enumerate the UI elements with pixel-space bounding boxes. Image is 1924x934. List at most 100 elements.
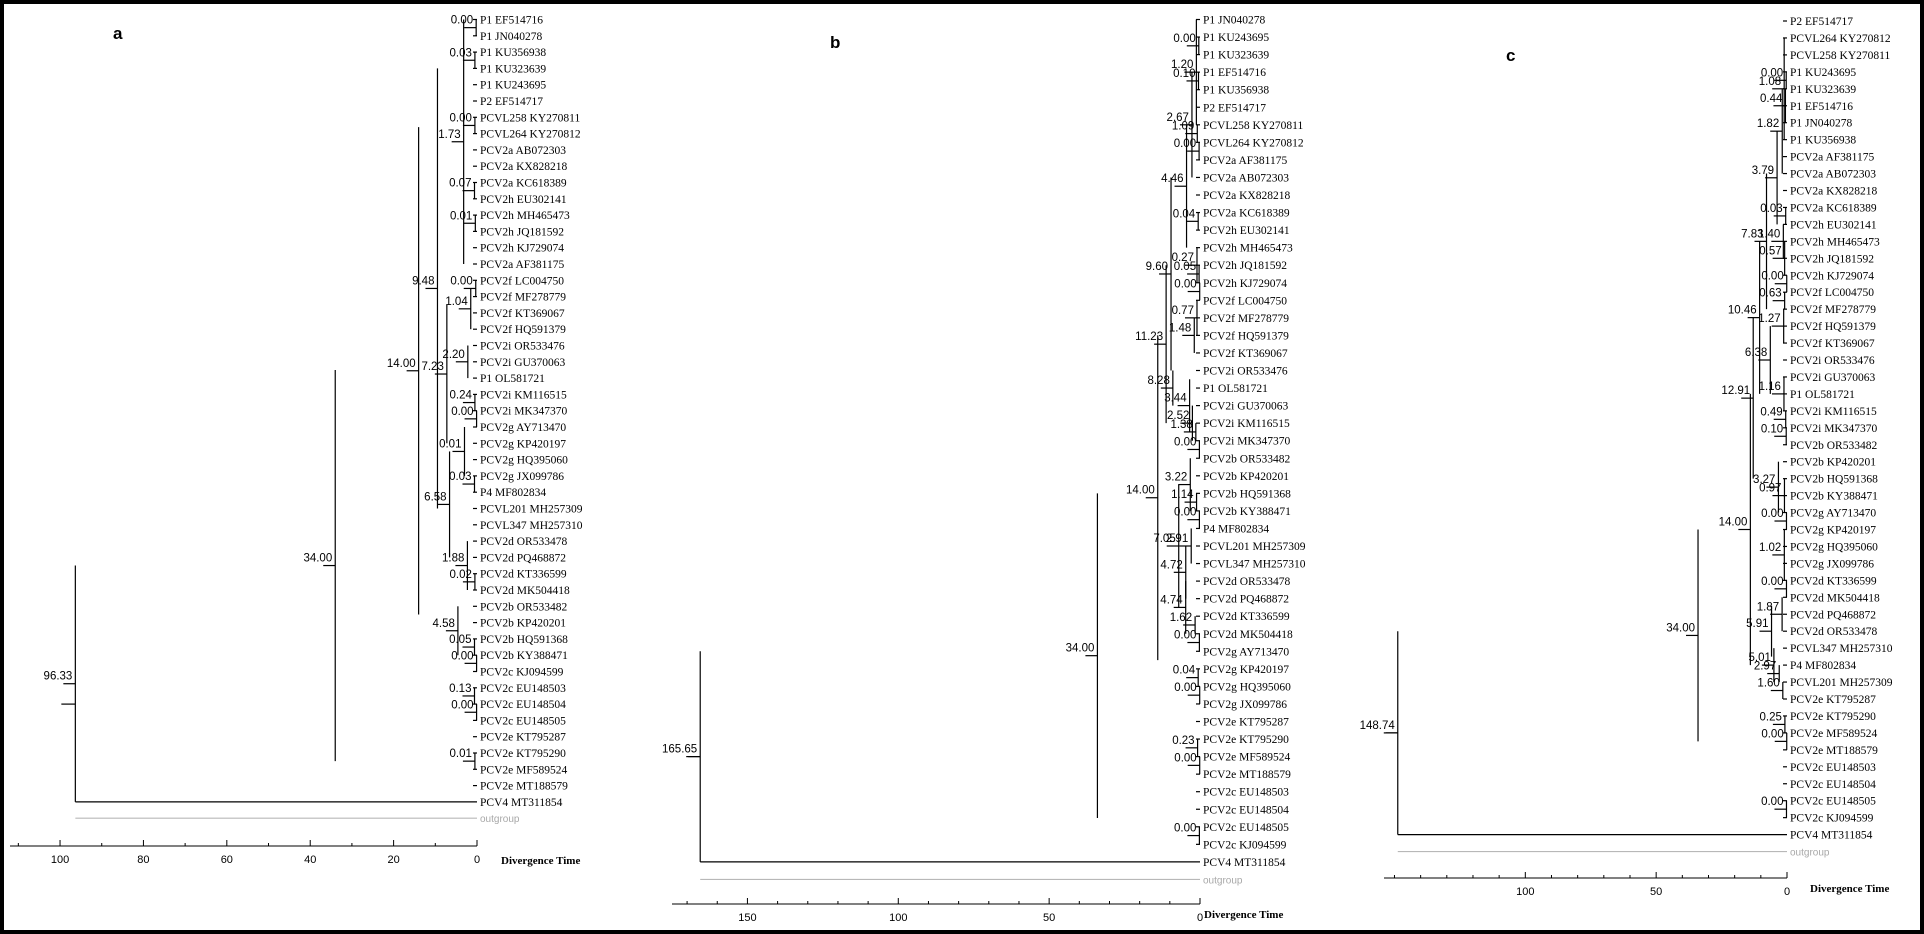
axis-tick-label: 60 bbox=[221, 854, 233, 866]
leaf-label: P1 KU356938 bbox=[1203, 85, 1269, 97]
leaf-label: PCV2h KJ729074 bbox=[480, 243, 564, 255]
axis-tick-label: 100 bbox=[889, 912, 907, 924]
leaf-label: PCV2e KT795287 bbox=[1790, 694, 1876, 706]
node-age-label: 0.00 bbox=[1173, 33, 1195, 45]
leaf-label: PCV2c EU148505 bbox=[1203, 822, 1289, 834]
leaf-label: P1 JN040278 bbox=[1203, 15, 1266, 27]
node-age-label: 4.72 bbox=[1160, 559, 1182, 571]
leaf-label: PCV2i OR533476 bbox=[1203, 366, 1288, 378]
node-age-label: 0.00 bbox=[450, 112, 472, 124]
panel-a-label: a bbox=[113, 24, 123, 43]
leaf-label: PCV2f KT369067 bbox=[1203, 348, 1288, 360]
leaf-label: PCV4 MT311854 bbox=[480, 797, 563, 809]
leaf-label: PCV2b KY388471 bbox=[1203, 506, 1291, 518]
node-age-label: 0.00 bbox=[1174, 138, 1196, 150]
node-age-label: 0.77 bbox=[1172, 305, 1194, 317]
node-age-label: 148.74 bbox=[1360, 720, 1396, 732]
leaf-label: PCV2g JX099786 bbox=[1203, 699, 1287, 711]
leaf-label: PCVL347 MH257310 bbox=[1790, 643, 1893, 655]
node-age-label: 0.10 bbox=[1761, 423, 1783, 435]
leaf-label: PCV2h MH465473 bbox=[1203, 243, 1293, 255]
leaf-label: PCV2c EU148503 bbox=[1790, 762, 1876, 774]
leaf-label: PCV2e MT188579 bbox=[1203, 769, 1291, 781]
leaf-label: P4 MF802834 bbox=[1790, 660, 1856, 672]
leaf-label: PCV2i KM116515 bbox=[1203, 418, 1290, 430]
panel-a-tree: 0.00 0.03 0.00 1.73 0.07 0.01 9.48 0.00 1.04 7.23… bbox=[10, 15, 583, 866]
leaf-label: PCVL347 MH257310 bbox=[1203, 559, 1306, 571]
leaf-label: PCV2g JX099786 bbox=[480, 471, 564, 483]
leaf-label: PCV2e KT795287 bbox=[1203, 717, 1289, 729]
node-age-label: 0.13 bbox=[449, 683, 471, 695]
leaf-label: PCV2a AF381175 bbox=[480, 259, 564, 271]
node-age-label: 1.02 bbox=[1759, 542, 1781, 554]
leaf-label: PCV2e KT795290 bbox=[1790, 711, 1876, 723]
node-age-label: 1.14 bbox=[1171, 489, 1194, 501]
node-age-label: 6.38 bbox=[1745, 347, 1767, 359]
node-age-label: 0.23 bbox=[1172, 735, 1194, 747]
axis-tick-label: 20 bbox=[387, 854, 399, 866]
leaf-label: PCV2e MF589524 bbox=[480, 764, 567, 776]
leaf-label: PCV2h KJ729074 bbox=[1790, 270, 1874, 282]
leaf-label: PCV2c EU148503 bbox=[480, 683, 566, 695]
node-age-label: 0.24 bbox=[450, 390, 473, 402]
leaf-label: PCV2h JQ181592 bbox=[480, 226, 564, 238]
leaf-label: PCV2g HQ395060 bbox=[1203, 681, 1291, 693]
leaf-label: P1 KU323639 bbox=[1203, 50, 1269, 62]
panel-b-label: b bbox=[830, 33, 840, 52]
leaf-label: PCV2c EU148504 bbox=[1790, 779, 1876, 791]
node-age-label: 0.04 bbox=[1173, 665, 1196, 677]
node-age-label: 3.79 bbox=[1752, 165, 1774, 177]
leaf-label: PCV2b KY388471 bbox=[480, 650, 568, 662]
node-age-label: 2.52 bbox=[1167, 410, 1189, 422]
axis-tick-label: 50 bbox=[1043, 912, 1055, 924]
axis-tick-label: 0 bbox=[1784, 886, 1790, 898]
axis-tick-label: 0 bbox=[1197, 912, 1203, 924]
node-age-label: 1.38 bbox=[1170, 419, 1192, 431]
panel-b: b 0.000.101.201.090.002.674.460.049.600.… bbox=[662, 15, 1306, 925]
node-age-label: 0.03 bbox=[449, 471, 471, 483]
leaf-label: P1 OL581721 bbox=[480, 373, 545, 385]
leaf-label: PCV2g KP420197 bbox=[1203, 664, 1289, 676]
panel-b-tree: 0.00 0.101.20 1.09 0.00 2.67 4.46 0.04 9.60 0.27… bbox=[662, 15, 1306, 925]
leaf-label: PCV2d MK504418 bbox=[480, 585, 570, 597]
leaf-label: P2 EF514717 bbox=[480, 96, 543, 108]
leaf-label: PCV2f MF278779 bbox=[480, 292, 566, 304]
node-age-label: 0.00 bbox=[1174, 682, 1196, 694]
leaf-label: PCV2a KC618389 bbox=[480, 178, 567, 190]
node-age-label: 0.03 bbox=[1760, 203, 1782, 215]
node-age-label: 34.00 bbox=[303, 553, 332, 565]
leaf-label: PCV2a KC618389 bbox=[1203, 208, 1290, 220]
leaf-label: PCV2h EU302141 bbox=[1203, 225, 1290, 237]
leaf-label: PCV2h JQ181592 bbox=[1203, 260, 1287, 272]
node-age-label: 0.05 bbox=[1174, 261, 1196, 273]
leaf-label: PCVL258 KY270811 bbox=[1203, 120, 1303, 132]
node-age-label: 9.60 bbox=[1146, 261, 1168, 273]
node-age-label: 0.02 bbox=[450, 569, 472, 581]
node-age-label: 165.65 bbox=[662, 744, 697, 756]
leaf-label: PCV2f MF278779 bbox=[1790, 304, 1876, 316]
node-age-label: 1.60 bbox=[1757, 678, 1779, 690]
node-age-label: 1.73 bbox=[438, 129, 460, 141]
node-age-label: 5.91 bbox=[1746, 618, 1768, 630]
node-age-label: 9.48 bbox=[412, 275, 434, 287]
node-age-label: 7.23 bbox=[421, 361, 443, 373]
leaf-label: P1 EF514716 bbox=[480, 15, 543, 27]
node-age-label: 34.00 bbox=[1066, 643, 1095, 655]
node-age-label: 0.00 bbox=[451, 406, 473, 418]
leaf-label: PCV2a AF381175 bbox=[1790, 152, 1874, 164]
leaf-label: PCV2h MH465473 bbox=[480, 210, 570, 222]
node-age-label: 0.01 bbox=[450, 210, 472, 222]
node-age-label: 0.97 bbox=[1759, 483, 1781, 495]
node-age-label: 2.20 bbox=[442, 349, 464, 361]
node-age-label: 3.44 bbox=[1164, 393, 1187, 405]
node-age-label: 2.97 bbox=[1754, 661, 1776, 673]
leaf-label: PCV2d OR533478 bbox=[480, 536, 567, 548]
node-age-label: 0.03 bbox=[450, 47, 472, 59]
leaf-label: PCV2f MF278779 bbox=[1203, 313, 1289, 325]
node-age-label: 0.00 bbox=[451, 15, 473, 27]
leaf-label: PCV2h MH465473 bbox=[1790, 236, 1880, 248]
leaf-label: PCV2c EU148503 bbox=[1203, 787, 1289, 799]
leaf-label: PCV2i GU370063 bbox=[480, 357, 566, 369]
leaf-label: PCV2f HQ591379 bbox=[1790, 321, 1876, 333]
node-age-label: 0.01 bbox=[450, 748, 472, 760]
